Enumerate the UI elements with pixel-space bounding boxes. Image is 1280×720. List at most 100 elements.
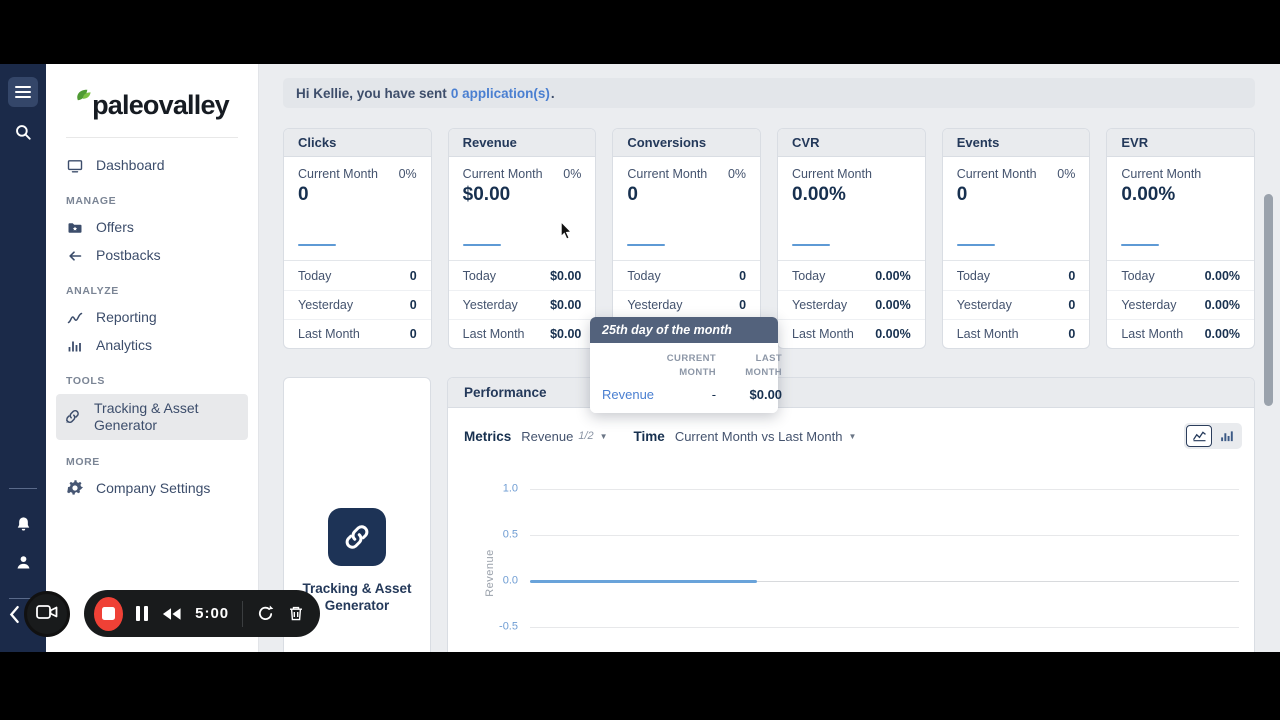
stat-row-today: Today $0.00 — [449, 261, 596, 290]
pause-button[interactable] — [136, 606, 149, 621]
metrics-dropdown[interactable]: Revenue — [521, 428, 574, 444]
bar-chart-icon — [66, 337, 83, 354]
row-value: 0.00% — [875, 298, 911, 312]
y-axis-title: Revenue — [483, 549, 496, 597]
search-icon[interactable] — [12, 121, 34, 143]
sidebar-item-dashboard[interactable]: Dashboard — [64, 152, 240, 179]
mouse-cursor — [560, 220, 573, 246]
stat-card-revenue: Revenue Current Month 0% $0.00 Today $0.00 Yes… — [447, 128, 597, 349]
sidebar-item-label: Dashboard — [96, 157, 165, 174]
main-content: Hi Kellie, you have sent 0 application(s… — [259, 64, 1280, 652]
sidebar-item-label: Analytics — [96, 337, 153, 354]
user-icon[interactable] — [12, 551, 34, 573]
change-badge: 0% — [727, 167, 747, 181]
row-label: Yesterday — [956, 298, 1012, 312]
chevron-down-icon[interactable]: ▼ — [599, 431, 608, 441]
change-badge: 0% — [1057, 167, 1076, 181]
sidebar-item-label: Tracking & Asset Generator — [94, 400, 199, 433]
recording-toolbar: 5:00 — [84, 590, 320, 637]
chevron-down-icon[interactable]: ▼ — [848, 431, 857, 441]
sparkline — [298, 244, 336, 246]
tooltip-body: CURRENT MONTH LAST MONTH Revenue - $0.00 — [590, 343, 782, 413]
row-value: 0.00% — [1204, 327, 1241, 341]
tooltip-title: 25th day of the month — [590, 317, 778, 343]
delete-recording-button[interactable] — [288, 605, 304, 622]
stat-value: 0 — [956, 184, 968, 205]
row-label: Today — [1121, 268, 1155, 283]
row-label: Yesterday — [462, 298, 518, 312]
row-value: 0 — [409, 298, 417, 312]
row-value: 0 — [739, 298, 747, 312]
sidebar-item-postbacks[interactable]: Postbacks — [64, 242, 240, 269]
row-label: Last Month — [298, 327, 360, 341]
stat-card-body: Current Month 0% $0.00 — [449, 157, 596, 260]
tooltip-revenue-link[interactable]: Revenue — [602, 386, 655, 402]
metrics-page: 1/2 — [578, 430, 594, 442]
brand-logo[interactable]: paleovalley — [46, 88, 258, 121]
stat-card-body: Current Month 0.00% — [1107, 157, 1254, 260]
content-row-2: Tracking & Asset Generator Performance M… — [283, 377, 1255, 652]
chart-hover-tooltip: 25th day of the month CURRENT MONTH LAST… — [590, 317, 782, 413]
collapse-icon[interactable] — [8, 604, 21, 630]
stat-row-last-month: Last Month $0.00 — [448, 319, 596, 348]
gear-icon — [66, 480, 83, 497]
sparkline — [792, 244, 831, 246]
stat-card-body: Current Month 0% 0 — [943, 157, 1090, 260]
rail-divider — [9, 488, 37, 489]
stop-recording-button[interactable] — [94, 596, 124, 631]
sidebar-item-tracking-asset-generator[interactable]: Tracking & Asset Generator — [56, 394, 248, 440]
period-label: Current Month — [462, 167, 543, 181]
row-value: 0.00% — [875, 268, 911, 283]
period-label: Current Month — [627, 167, 708, 181]
menu-button[interactable] — [8, 77, 38, 107]
row-label: Yesterday — [792, 298, 848, 312]
row-value: $0.00 — [550, 327, 582, 341]
sidebar-item-analytics[interactable]: Analytics — [64, 332, 240, 359]
tooltip-col-last: LAST MONTH — [745, 353, 783, 379]
stat-row-last-month: Last Month 0 — [942, 319, 1090, 348]
tile-label: Tracking & Asset Generator — [302, 581, 412, 613]
stat-value: 0 — [298, 184, 309, 205]
camera-button[interactable] — [24, 591, 70, 637]
stat-value: 0.00% — [1121, 184, 1176, 205]
stop-icon — [102, 607, 116, 620]
performance-title: Performance — [448, 378, 1254, 408]
row-value: 0.00% — [1204, 298, 1241, 312]
applications-link[interactable]: 0 application(s) — [450, 85, 550, 101]
sidebar-item-offers[interactable]: Offers — [64, 214, 240, 241]
stats-row: Clicks Current Month 0% 0 Today 0 Yesterday 0 La… — [283, 128, 1256, 349]
stat-card-title: EVR — [1107, 129, 1255, 157]
sidebar-item-company-settings[interactable]: Company Settings — [64, 475, 240, 502]
stat-row-last-month: Last Month 0.00% — [778, 319, 925, 348]
scrollbar-thumb[interactable] — [1264, 194, 1273, 406]
stat-row-today: Today 0 — [613, 261, 760, 290]
sidebar-nav: Dashboard MANAGE Offers Postbacks ANALYZE Rep… — [46, 152, 258, 502]
leaf-icon — [75, 88, 94, 110]
row-value: 0.00% — [875, 327, 911, 341]
restart-button[interactable] — [256, 604, 275, 623]
bar-chart-icon[interactable] — [1214, 425, 1240, 447]
change-badge: 0% — [398, 167, 417, 181]
time-dropdown[interactable]: Current Month vs Last Month — [674, 428, 843, 444]
bell-icon[interactable] — [12, 513, 34, 535]
rewind-button[interactable] — [161, 607, 182, 621]
sidebar-item-label: Reporting — [96, 309, 157, 326]
stat-value: 0 — [627, 184, 638, 205]
sidebar-item-reporting[interactable]: Reporting — [64, 304, 240, 331]
icon-rail — [0, 64, 46, 652]
stat-value: 0.00% — [792, 184, 846, 205]
period-label: Current Month — [1121, 167, 1202, 181]
y-tick-label: 1.0 — [502, 482, 518, 495]
line-chart-icon[interactable] — [1186, 425, 1212, 447]
stat-row-today: Today 0 — [943, 261, 1090, 290]
applications-banner: Hi Kellie, you have sent 0 application(s… — [283, 78, 1255, 108]
y-tick-label: 0.5 — [502, 528, 518, 541]
rewind-icon — [163, 607, 181, 620]
row-value: 0 — [1068, 298, 1076, 312]
stat-card-events: Events Current Month 0% 0 Today 0 Yesterday 0 La… — [941, 128, 1091, 349]
row-value: 0 — [409, 327, 417, 341]
trash-icon — [290, 606, 302, 621]
folder-icon — [66, 219, 83, 236]
time-label: Time — [633, 428, 665, 444]
